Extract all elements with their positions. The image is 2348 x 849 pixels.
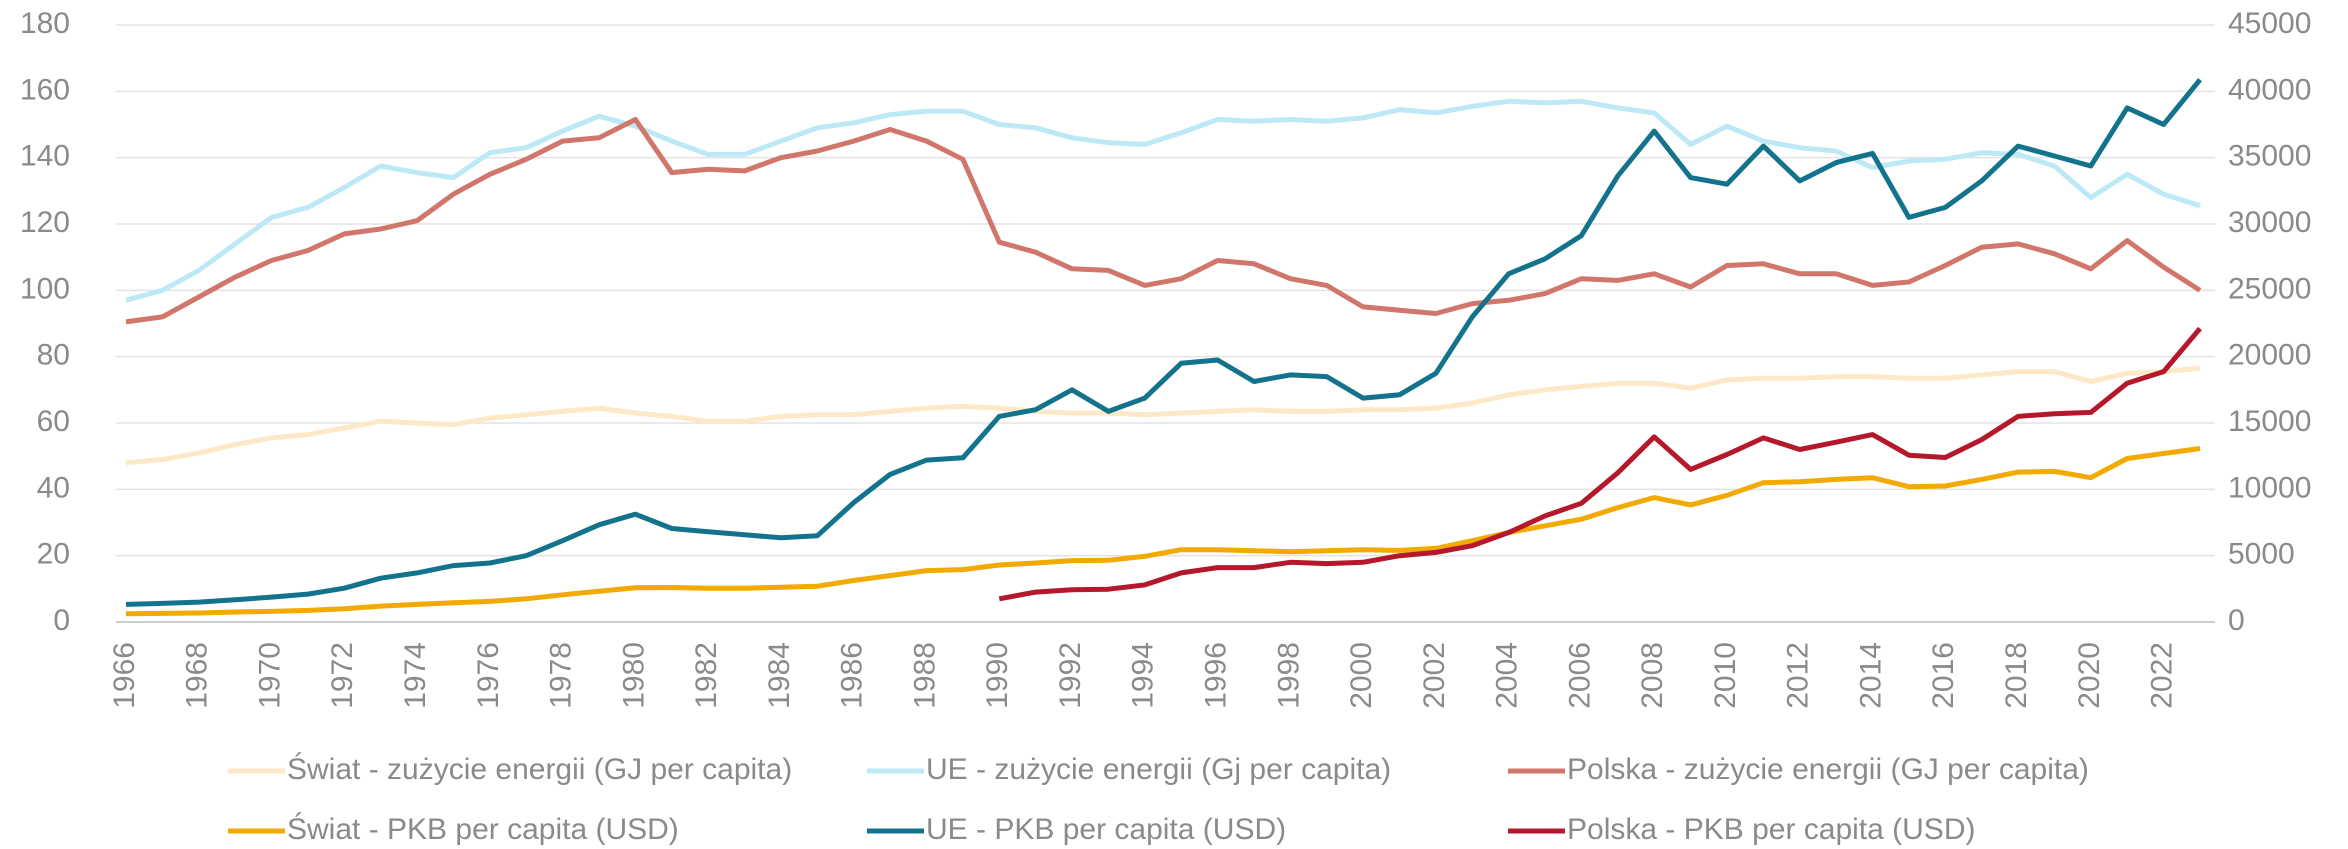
y2-tick-label: 45000 [2228,7,2311,40]
x-tick-label: 2000 [1345,642,1378,709]
series-line [998,326,2202,602]
series-line [125,446,2201,617]
y2-tick-label: 15000 [2228,405,2311,438]
y-tick-label: 120 [20,206,70,239]
x-tick-label: 1996 [1200,642,1233,709]
y-tick-label: 20 [37,538,70,571]
x-tick-label: 1976 [472,642,505,709]
legend-label: UE - PKB per capita (USD) [926,813,1286,846]
legend-label: Polska - zużycie energii (GJ per capita) [1567,753,2089,786]
x-tick-label: 2012 [1782,642,1815,709]
series-line [125,78,2202,607]
y-tick-label: 40 [37,471,70,504]
x-tick-label: 1972 [326,642,359,709]
y-tick-label: 60 [37,405,70,438]
y2-tick-label: 25000 [2228,272,2311,305]
x-tick-label: 2016 [1927,642,1960,709]
y2-tick-label: 10000 [2228,471,2311,504]
x-tick-label: 1990 [981,642,1014,709]
x-tick-label: 2010 [1709,642,1742,709]
y2-tick-label: 30000 [2228,206,2311,239]
legend-label: Świat - PKB per capita (USD) [287,812,679,846]
x-tick-label: 1966 [108,642,141,709]
x-tick-label: 1970 [253,642,286,709]
y2-tick-label: 40000 [2228,73,2311,106]
series-line [125,117,2202,325]
legend-label: UE - zużycie energii (Gj per capita) [926,753,1391,786]
series-line [125,365,2201,466]
y-tick-label: 180 [20,7,70,40]
series-line [125,98,2201,303]
y2-tick-label: 20000 [2228,339,2311,372]
x-tick-label: 1986 [836,642,869,709]
x-tick-label: 2020 [2073,642,2106,709]
legend-label: Świat - zużycie energii (GJ per capita) [287,752,792,786]
x-tick-label: 2018 [2000,642,2033,709]
x-tick-label: 1994 [1127,642,1160,709]
x-tick-label: 2022 [2146,642,2179,709]
y-tick-label: 140 [20,140,70,173]
y-tick-label: 0 [53,604,70,637]
y2-tick-label: 5000 [2228,538,2295,571]
x-tick-label: 1984 [763,642,796,709]
y2-tick-label: 35000 [2228,140,2311,173]
x-tick-label: 1998 [1272,642,1305,709]
x-tick-label: 1978 [545,642,578,709]
x-tick-label: 2014 [1854,642,1887,709]
y-tick-label: 160 [20,73,70,106]
y-tick-label: 80 [37,339,70,372]
x-tick-label: 2002 [1418,642,1451,709]
x-tick-label: 2006 [1563,642,1596,709]
x-tick-label: 2008 [1636,642,1669,709]
x-tick-label: 1988 [908,642,941,709]
x-tick-label: 1974 [399,642,432,709]
x-tick-label: 1992 [1054,642,1087,709]
y2-tick-label: 0 [2228,604,2245,637]
x-tick-label: 2004 [1491,642,1524,709]
y-tick-label: 100 [20,272,70,305]
x-tick-label: 1980 [617,642,650,709]
x-tick-label: 1968 [181,642,214,709]
x-tick-label: 1982 [690,642,723,709]
legend-label: Polska - PKB per capita (USD) [1567,813,1975,846]
